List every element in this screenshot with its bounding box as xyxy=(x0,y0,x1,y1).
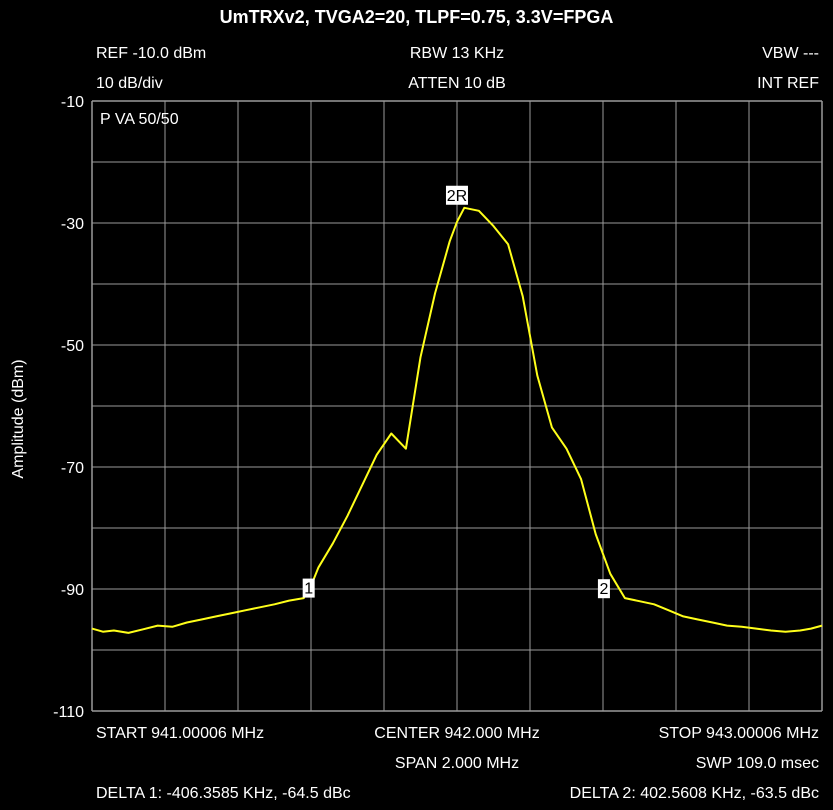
marker-box xyxy=(445,185,468,205)
span-label: SPAN 2.000 MHz xyxy=(394,755,520,772)
marker-box xyxy=(597,579,610,599)
delta1-readout: DELTA 1: -406.3585 KHz, -64.5 dBc xyxy=(96,785,351,802)
marker-label: 2R xyxy=(447,188,467,205)
center-freq-label: CENTER 942.000 MHz xyxy=(374,725,540,742)
y-tick-label: -110 xyxy=(53,704,84,721)
scale-label: 10 dB/div xyxy=(96,75,163,92)
int-ref-label: INT REF xyxy=(757,75,819,92)
y-tick-label: -50 xyxy=(61,338,84,355)
chart-title: UmTRXv2, TVGA2=20, TLPF=0.75, 3.3V=FPGA xyxy=(219,7,614,27)
start-freq-label: START 941.00006 MHz xyxy=(96,725,265,742)
marker-label: 2 xyxy=(599,581,608,598)
rbw-label: RBW 13 KHz xyxy=(409,45,505,62)
y-tick-label: -90 xyxy=(61,582,84,599)
marker-box xyxy=(302,578,315,598)
y-tick-label: -30 xyxy=(61,216,84,233)
sweep-time-label: SWP 109.0 msec xyxy=(695,755,819,772)
trace-mode-label: P VA 50/50 xyxy=(100,111,179,128)
marker-label: 1 xyxy=(304,581,313,598)
vbw-label: VBW --- xyxy=(762,45,819,62)
ref-level-label: REF -10.0 dBm xyxy=(96,45,207,62)
y-tick-label: -70 xyxy=(61,460,84,477)
spectrum-trace xyxy=(91,206,823,634)
y-tick-label: -10 xyxy=(61,94,84,111)
atten-label: ATTEN 10 dB xyxy=(408,75,506,92)
stop-freq-label: STOP 943.00006 MHz xyxy=(658,725,819,742)
delta2-readout: DELTA 2: 402.5608 KHz, -63.5 dBc xyxy=(569,785,819,802)
